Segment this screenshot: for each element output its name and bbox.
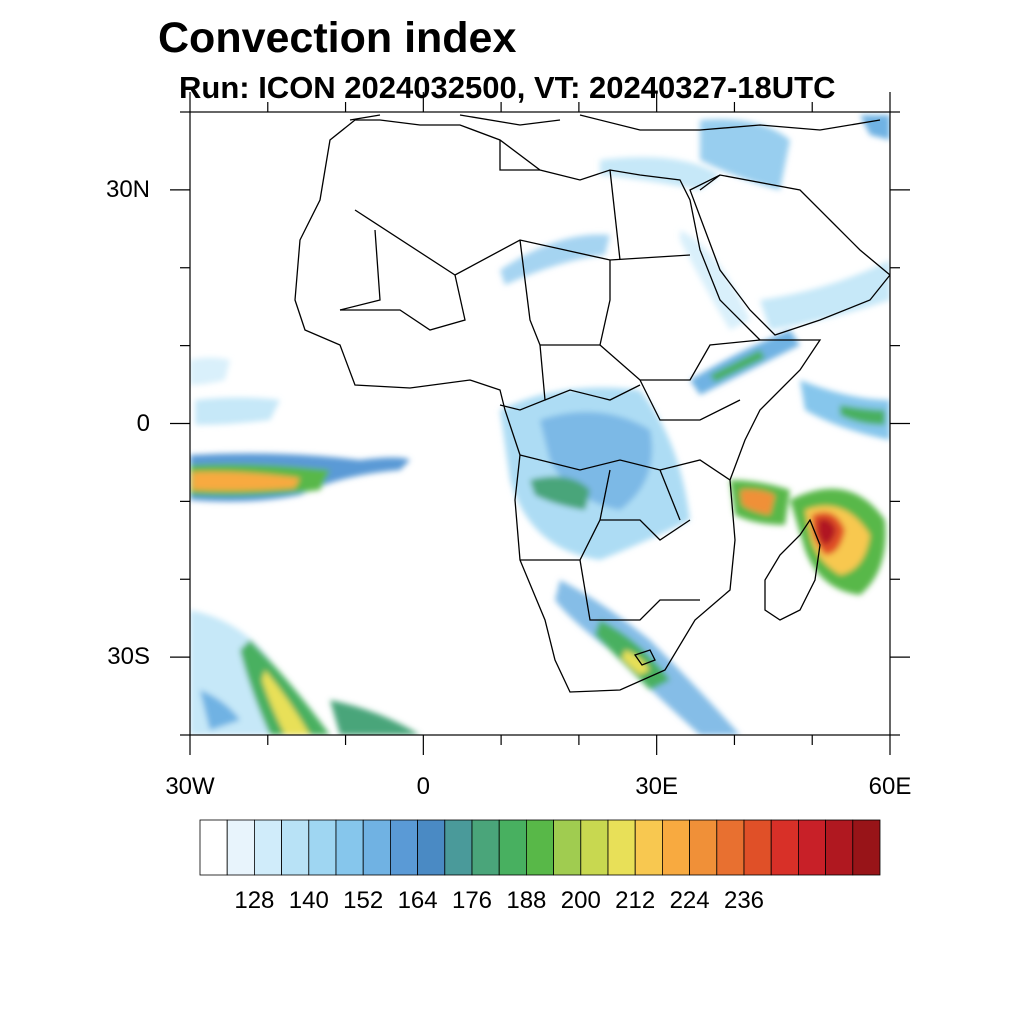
colorbar-label: 188 [506, 887, 547, 914]
colorbar-label: 200 [560, 887, 601, 914]
colorbar-swatch [634, 819, 663, 876]
colorbar-swatch [498, 819, 527, 876]
coastlines [294, 114, 890, 693]
colorbar-swatch [852, 819, 881, 876]
colorbar-swatch [226, 819, 255, 876]
colorbar-swatch [199, 819, 228, 876]
colorbar-swatch [281, 819, 310, 876]
colorbar-swatch [770, 819, 799, 876]
colorbar-swatch [253, 819, 282, 876]
lat-tick-label: 30N [105, 175, 150, 203]
colorbar-swatch [825, 819, 854, 876]
lat-tick-label: 0 [136, 409, 150, 437]
colorbar-label: 224 [669, 887, 710, 914]
lon-tick-label: 60E [868, 773, 912, 800]
colorbar-swatch [444, 819, 473, 876]
lon-tick-label: 30E [635, 773, 678, 800]
colorbar-label: 128 [234, 887, 275, 914]
colorbar-swatch [526, 819, 555, 876]
colorbar-label: 176 [451, 887, 493, 914]
colorbar-label: 140 [288, 887, 329, 914]
colorbar-label: 164 [397, 887, 438, 914]
colorbar-swatch [689, 819, 718, 876]
run-subtitle: Run: ICON 2024032500, VT: 20240327-18UTC [179, 70, 836, 105]
lat-tick-label: 30S [107, 643, 150, 671]
colorbar-swatch [798, 819, 827, 876]
colorbar-label: 152 [343, 887, 384, 914]
colorbar-swatch [743, 819, 772, 876]
colorbar-swatch [308, 819, 337, 876]
colorbar-swatch [471, 819, 500, 876]
colorbar-swatch [716, 819, 745, 876]
colorbar [199, 819, 881, 876]
convection-field [190, 115, 890, 735]
colorbar-swatch [362, 819, 391, 876]
colorbar-swatch [553, 819, 582, 876]
lon-tick-label: 0 [416, 773, 430, 800]
colorbar-swatch [335, 819, 364, 876]
colorbar-swatch [389, 819, 418, 876]
chart-title: Convection index [158, 14, 517, 62]
colorbar-label: 236 [723, 887, 765, 914]
colorbar-swatch [607, 819, 636, 876]
colorbar-swatch [580, 819, 609, 876]
colorbar-swatch [662, 819, 691, 876]
axis-ticks [170, 92, 910, 755]
colorbar-label: 212 [615, 887, 656, 914]
lon-tick-label: 30W [165, 773, 215, 800]
colorbar-swatch [417, 819, 446, 876]
